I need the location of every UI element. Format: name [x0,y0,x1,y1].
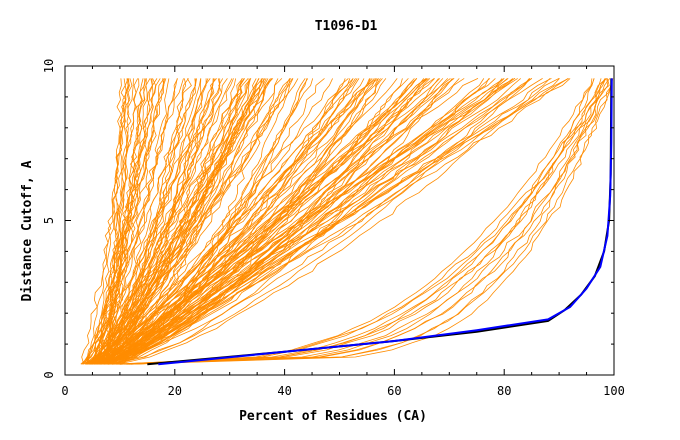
model-curve-26 [93,78,157,365]
y-tick-label-0: 0 [42,371,56,378]
model-curve-131 [97,78,479,365]
model-curve-96 [97,78,263,365]
model-curve-148 [99,78,496,365]
chart-title: T1096-D1 [315,19,378,34]
x-tick-label-3: 60 [387,384,401,398]
model-curve-52 [82,78,216,365]
model-curve-155 [116,78,508,365]
model-curve-134 [105,78,451,365]
model-curve-97 [102,78,262,365]
model-curve-118 [91,78,360,365]
model-curve-54 [101,78,215,365]
x-tick-label-4: 80 [497,384,511,398]
model-curve-120 [103,78,349,365]
model-curve-47 [105,78,197,365]
x-tick-label-5: 100 [603,384,625,398]
model-curve-63 [94,78,234,365]
y-axis-label: Distance Cutoff, A [20,160,35,301]
model-curve-53 [100,78,249,365]
model-curve-49 [83,78,129,365]
model-curve-103 [108,78,455,365]
x-tick-label-0: 0 [61,384,68,398]
model-curve-172 [124,78,610,365]
model-curve-156 [96,78,530,365]
model-curve-72 [106,78,260,365]
tick-layer: 0 20 40 60 80 100 0 5 10 [42,59,625,398]
y-tick-label-2: 10 [42,59,56,73]
model-curve-51 [85,78,252,365]
model-curve-18 [106,78,130,365]
model-curve-146 [119,78,509,365]
model-curve-92 [111,78,415,365]
model-curve-82 [106,78,351,365]
model-curve-60 [96,78,139,365]
model-curve-16 [96,78,187,365]
model-curve-40 [94,78,129,365]
model-curve-59 [104,78,127,365]
model-curve-152 [91,78,571,365]
model-curve-101 [88,78,398,365]
model-curve-165 [119,78,602,365]
model-curve-154 [112,78,453,365]
model-curve-128 [89,78,377,365]
model-curve-113 [91,78,379,365]
model-curve-153 [98,78,560,365]
model-curve-138 [96,78,515,365]
x-tick-label-2: 40 [277,384,291,398]
model-curve-143 [108,78,518,365]
model-curve-76 [101,78,460,365]
model-curve-114 [98,78,346,365]
model-curve-144 [93,78,516,365]
model-curve-127 [106,78,427,365]
curves-layer [80,78,614,366]
model-curve-110 [88,78,428,365]
model-curve-86 [96,78,379,365]
model-curve-57 [97,78,228,365]
model-curve-149 [106,78,533,365]
model-curve-58 [92,78,184,365]
model-curve-61 [85,78,207,365]
model-curve-166 [126,78,614,365]
model-curve-170 [128,78,613,365]
model-curve-66 [91,78,158,365]
model-curve-157 [99,78,514,365]
model-curve-28 [105,78,147,365]
model-curve-171 [121,78,607,365]
model-curve-125 [101,78,314,365]
model-curve-67 [90,78,165,365]
model-curve-124 [97,78,418,365]
model-curve-145 [114,78,531,365]
model-curve-98 [96,78,293,365]
model-curve-150 [97,78,491,365]
model-curve-106 [94,78,299,365]
model-curve-64 [81,78,133,365]
model-curve-158 [106,78,552,365]
model-curve-117 [86,78,291,365]
model-curve-161 [119,78,593,365]
model-curve-29 [92,78,153,365]
model-curve-151 [116,78,569,365]
model-curve-159 [91,78,465,365]
model-curve-25 [98,78,197,365]
model-curve-169 [120,78,611,365]
model-curve-164 [111,78,595,365]
model-curve-168 [126,78,606,365]
model-curve-33 [87,78,179,365]
model-curve-173 [119,78,609,365]
reference-curve-1 [158,78,613,366]
model-curve-36 [98,78,250,365]
model-curve-9 [105,78,237,365]
model-curve-132 [118,78,551,365]
x-axis-label: Percent of Residues (CA) [239,409,427,424]
model-curve-68 [87,78,165,365]
y-tick-label-1: 5 [42,217,56,224]
model-curve-107 [105,78,290,365]
model-curve-11 [88,78,221,365]
x-tick-label-1: 20 [168,384,182,398]
